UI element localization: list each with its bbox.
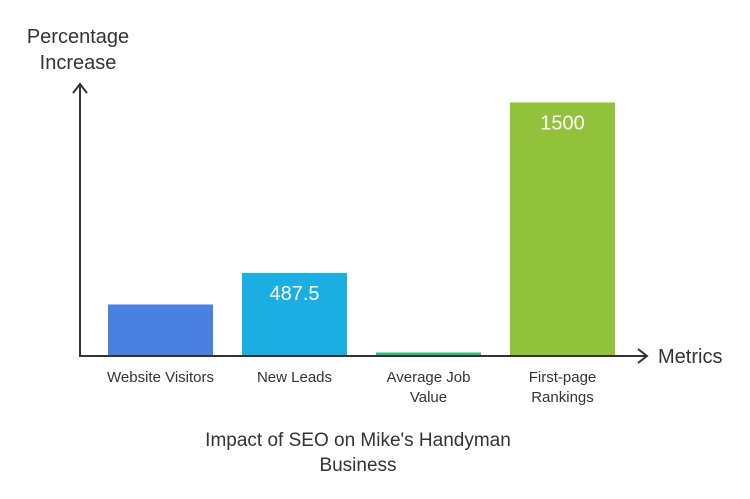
x-tick-label: Average Job [387,369,471,386]
y-axis-arrow-icon [72,82,88,94]
x-tick-label: First-page [529,369,597,386]
x-tick-label: Value [410,389,447,406]
y-axis-label-line-2: Increase [40,52,117,74]
x-axis-arrow-icon [637,348,649,364]
y-axis-label-line-1: Percentage [27,26,129,48]
x-tick-label: Website Visitors [107,369,214,386]
data-label: 487.5 [269,283,319,305]
chart-title-line-1: Impact of SEO on Mike's Handyman [205,430,511,451]
x-tick-label: New Leads [257,369,332,386]
data-label: 1500 [540,112,585,134]
chart-title-line-2: Business [319,455,396,476]
bar [242,272,347,355]
x-axis-label: Metrics [658,346,722,368]
bar [510,102,615,355]
bar [376,352,481,355]
bar [108,304,213,355]
x-tick-label: Rankings [531,389,594,406]
